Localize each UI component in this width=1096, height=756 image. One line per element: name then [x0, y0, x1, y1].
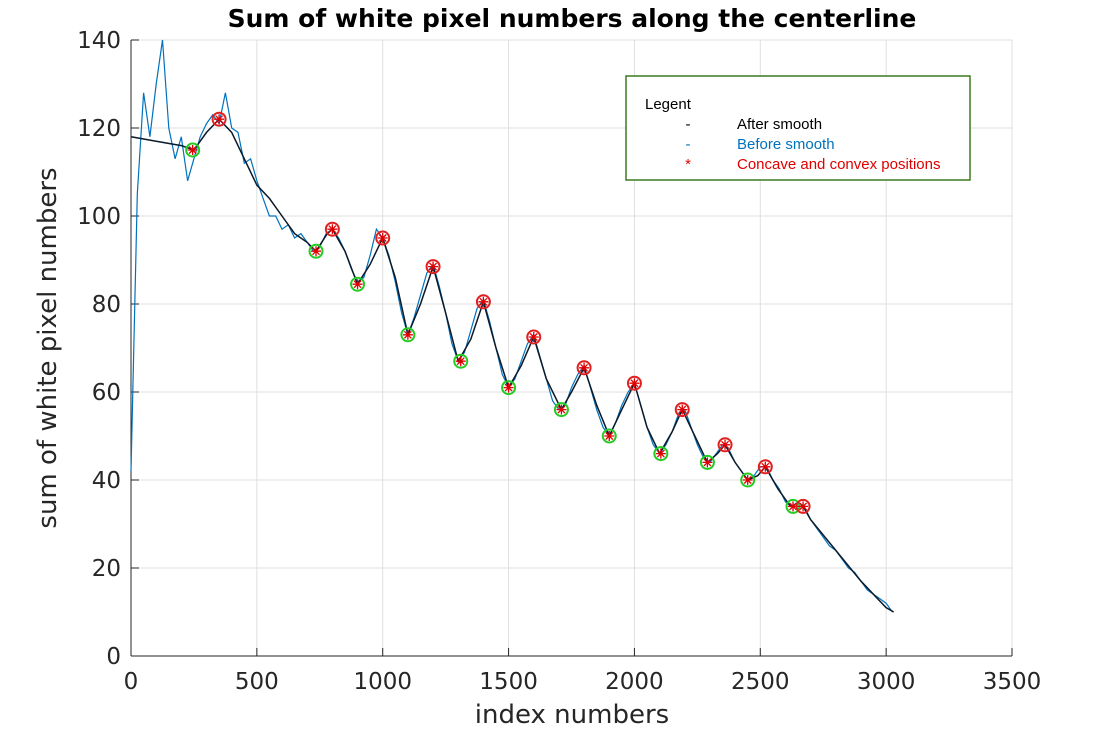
extremum-circle: [740, 472, 756, 488]
extremum-star: [579, 362, 590, 373]
extremum-circle: [475, 294, 491, 310]
x-tick-label: 2000: [605, 669, 664, 695]
extremum-circle: [717, 437, 733, 453]
extremum-star: [629, 378, 640, 389]
extremum-star: [503, 382, 514, 393]
y-tick-label: 20: [92, 556, 121, 582]
extremum-star: [214, 114, 225, 125]
y-tick-label: 40: [92, 468, 121, 494]
extremum-star: [478, 296, 489, 307]
y-tick-label: 140: [77, 28, 121, 54]
legend-symbol: -: [686, 116, 691, 133]
legend-label: Concave and convex positions: [737, 156, 940, 173]
extremum-star: [720, 439, 731, 450]
extremum-circle: [375, 230, 391, 246]
chart-title: Sum of white pixel numbers along the cen…: [228, 4, 917, 33]
x-tick-label: 0: [124, 669, 139, 695]
extremum-star: [428, 261, 439, 272]
x-tick-label: 1000: [353, 669, 412, 695]
extremum-circle: [453, 353, 469, 369]
extremum-star: [655, 448, 666, 459]
extremum-circle: [308, 243, 324, 259]
extremum-circle: [699, 454, 715, 470]
extremum-star: [677, 404, 688, 415]
extremum-circle: [757, 459, 773, 475]
extremum-circle: [501, 380, 517, 396]
extremum-star: [311, 246, 322, 257]
extremum-circle: [400, 327, 416, 343]
y-tick-label: 120: [77, 116, 121, 142]
extremum-circle: [795, 498, 811, 514]
y-tick-label: 0: [106, 644, 121, 670]
extremum-circle: [185, 142, 201, 158]
x-axis-label: index numbers: [475, 700, 669, 730]
extremum-star: [798, 501, 809, 512]
extremum-star: [788, 501, 799, 512]
x-tick-label: 3500: [983, 669, 1042, 695]
extremum-circle: [626, 375, 642, 391]
extremum-star: [455, 356, 466, 367]
legend-symbol: *: [685, 156, 691, 173]
extremum-circle: [653, 446, 669, 462]
extremum-star: [528, 332, 539, 342]
x-tick-label: 1500: [479, 669, 538, 695]
legend-label: After smooth: [737, 116, 822, 133]
extremum-star: [760, 461, 771, 472]
extremum-star: [702, 457, 713, 468]
extremum-star: [402, 329, 413, 340]
extremum-circle: [576, 360, 592, 376]
extremum-circle: [674, 402, 690, 418]
x-tick-label: 3000: [857, 669, 916, 695]
y-tick-label: 60: [92, 380, 121, 406]
extremum-star: [327, 224, 338, 235]
legend-label: Before smooth: [737, 136, 835, 153]
extremum-circle: [350, 276, 366, 292]
extremum-circle: [553, 402, 569, 418]
x-tick-label: 500: [235, 669, 279, 695]
legend-symbol: -: [686, 136, 691, 153]
extremum-circle: [324, 221, 340, 237]
extremum-circle: [526, 329, 542, 345]
extremum-circle: [425, 259, 441, 275]
extremum-star: [556, 404, 567, 415]
extremum-star: [352, 279, 363, 290]
data-line: [130, 118, 895, 613]
extremum-star: [377, 233, 388, 243]
extremum-star: [742, 475, 753, 485]
extremum-circle: [211, 111, 227, 127]
extremum-circle: [601, 428, 617, 444]
y-axis-label: sum of white pixel numbers: [33, 167, 63, 528]
legend-title: Legent: [645, 96, 692, 113]
extremum-star: [604, 431, 615, 441]
y-tick-label: 100: [77, 204, 121, 230]
y-tick-label: 80: [92, 292, 121, 318]
legend-box: [625, 75, 971, 181]
x-tick-label: 2500: [731, 669, 790, 695]
extremum-star: [187, 145, 198, 155]
